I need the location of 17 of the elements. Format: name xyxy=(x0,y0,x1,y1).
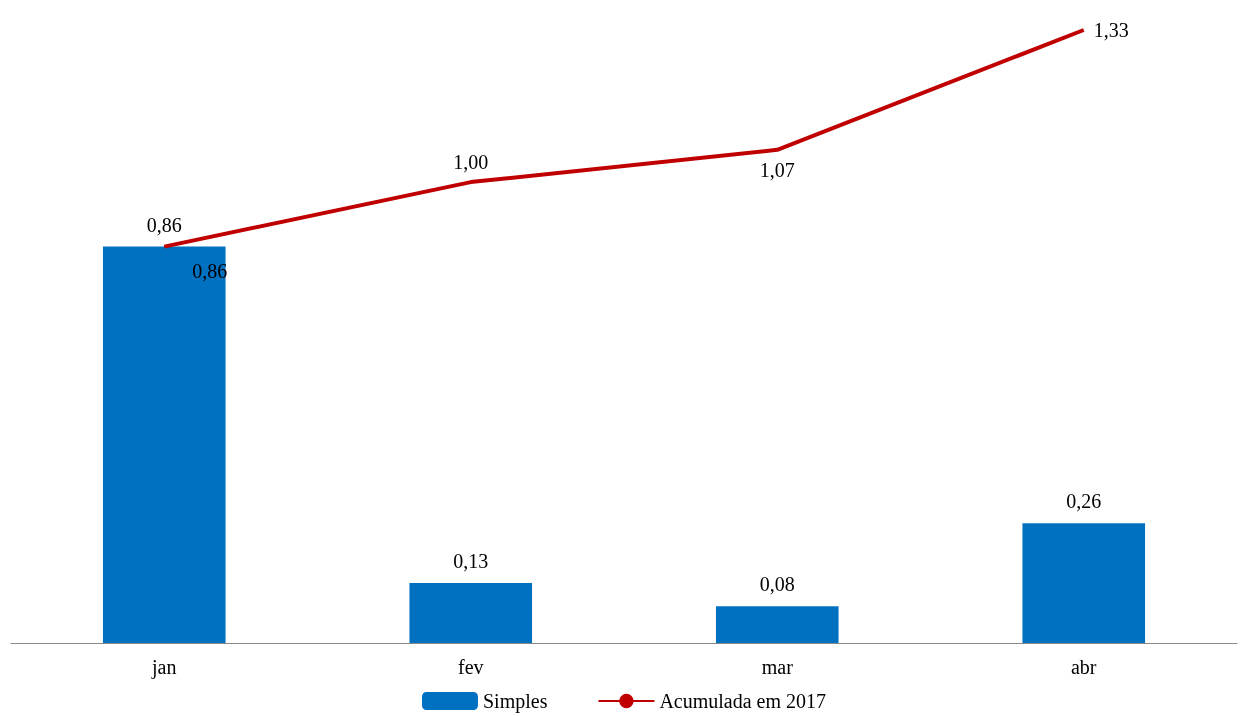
x-tick-label: fev xyxy=(457,656,484,678)
data-label: 0,08 xyxy=(759,573,795,596)
bar xyxy=(715,606,839,643)
data-label: 0,86 xyxy=(146,213,182,236)
x-tick-label: jan xyxy=(151,656,177,679)
x-tick-label: mar xyxy=(761,656,794,678)
data-label: 1,07 xyxy=(759,158,795,181)
bar xyxy=(1022,523,1146,643)
legend-label: Simples xyxy=(482,690,548,713)
data-label: 0,26 xyxy=(1066,490,1102,513)
x-tick-label: abr xyxy=(1070,656,1097,678)
legend-label: Acumulada em 2017 xyxy=(659,690,827,712)
data-label: 1,33 xyxy=(1093,19,1129,41)
data-label: 0,13 xyxy=(453,550,489,573)
bar xyxy=(409,583,533,643)
data-label: 1,00 xyxy=(453,151,489,174)
bar xyxy=(102,246,226,643)
